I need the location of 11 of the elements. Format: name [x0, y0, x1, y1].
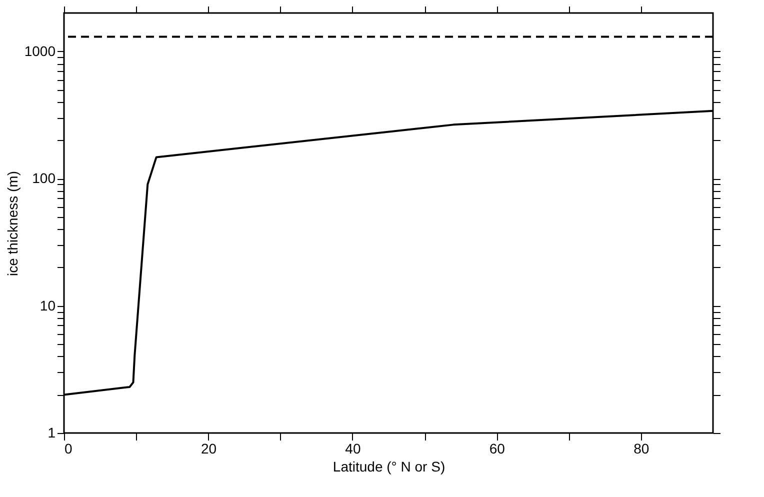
x-tick-label: 20	[200, 440, 217, 456]
x-tick-label: 0	[64, 440, 72, 456]
y-tick-label: 1	[48, 424, 56, 440]
y-axis-title: ice thickness (m)	[4, 170, 20, 276]
x-axis-title: Latitude (° N or S)	[332, 458, 446, 474]
y-tick-label: 100	[32, 170, 56, 186]
x-tick-label: 80	[634, 440, 650, 456]
y-tick-label: 1000	[24, 42, 56, 59]
y-tick-label: 10	[40, 297, 56, 314]
x-tick-label: 40	[345, 440, 361, 456]
x-tick-label: 60	[489, 440, 506, 456]
